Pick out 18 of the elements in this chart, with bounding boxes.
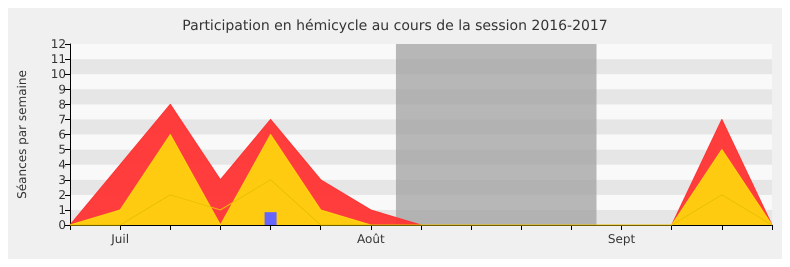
y-tick-label: 12 xyxy=(50,37,66,51)
y-tick-label: 11 xyxy=(50,52,66,66)
y-tick-label: 8 xyxy=(58,97,66,112)
y-tick-label: 2 xyxy=(58,188,66,202)
chart-title: Participation en hémicycle au cours de la session 2016-2017 xyxy=(182,18,608,34)
y-tick-label: 4 xyxy=(58,158,66,172)
y-tick-label: 6 xyxy=(58,128,66,142)
x-tick-label: Juil xyxy=(110,232,130,246)
x-tick-label: Août xyxy=(357,232,385,246)
y-tick-label: 9 xyxy=(58,82,66,96)
y-tick-label: 5 xyxy=(58,142,66,157)
x-tick-label: Sept xyxy=(608,232,636,246)
y-axis-title: Séances par semaine xyxy=(15,70,29,199)
y-tick-label: 3 xyxy=(58,172,66,187)
y-tick-label: 0 xyxy=(58,218,66,232)
y-tick-label: 10 xyxy=(50,67,66,82)
y-tick-label: 7 xyxy=(58,112,66,126)
y-tick-label: 1 xyxy=(58,202,66,217)
